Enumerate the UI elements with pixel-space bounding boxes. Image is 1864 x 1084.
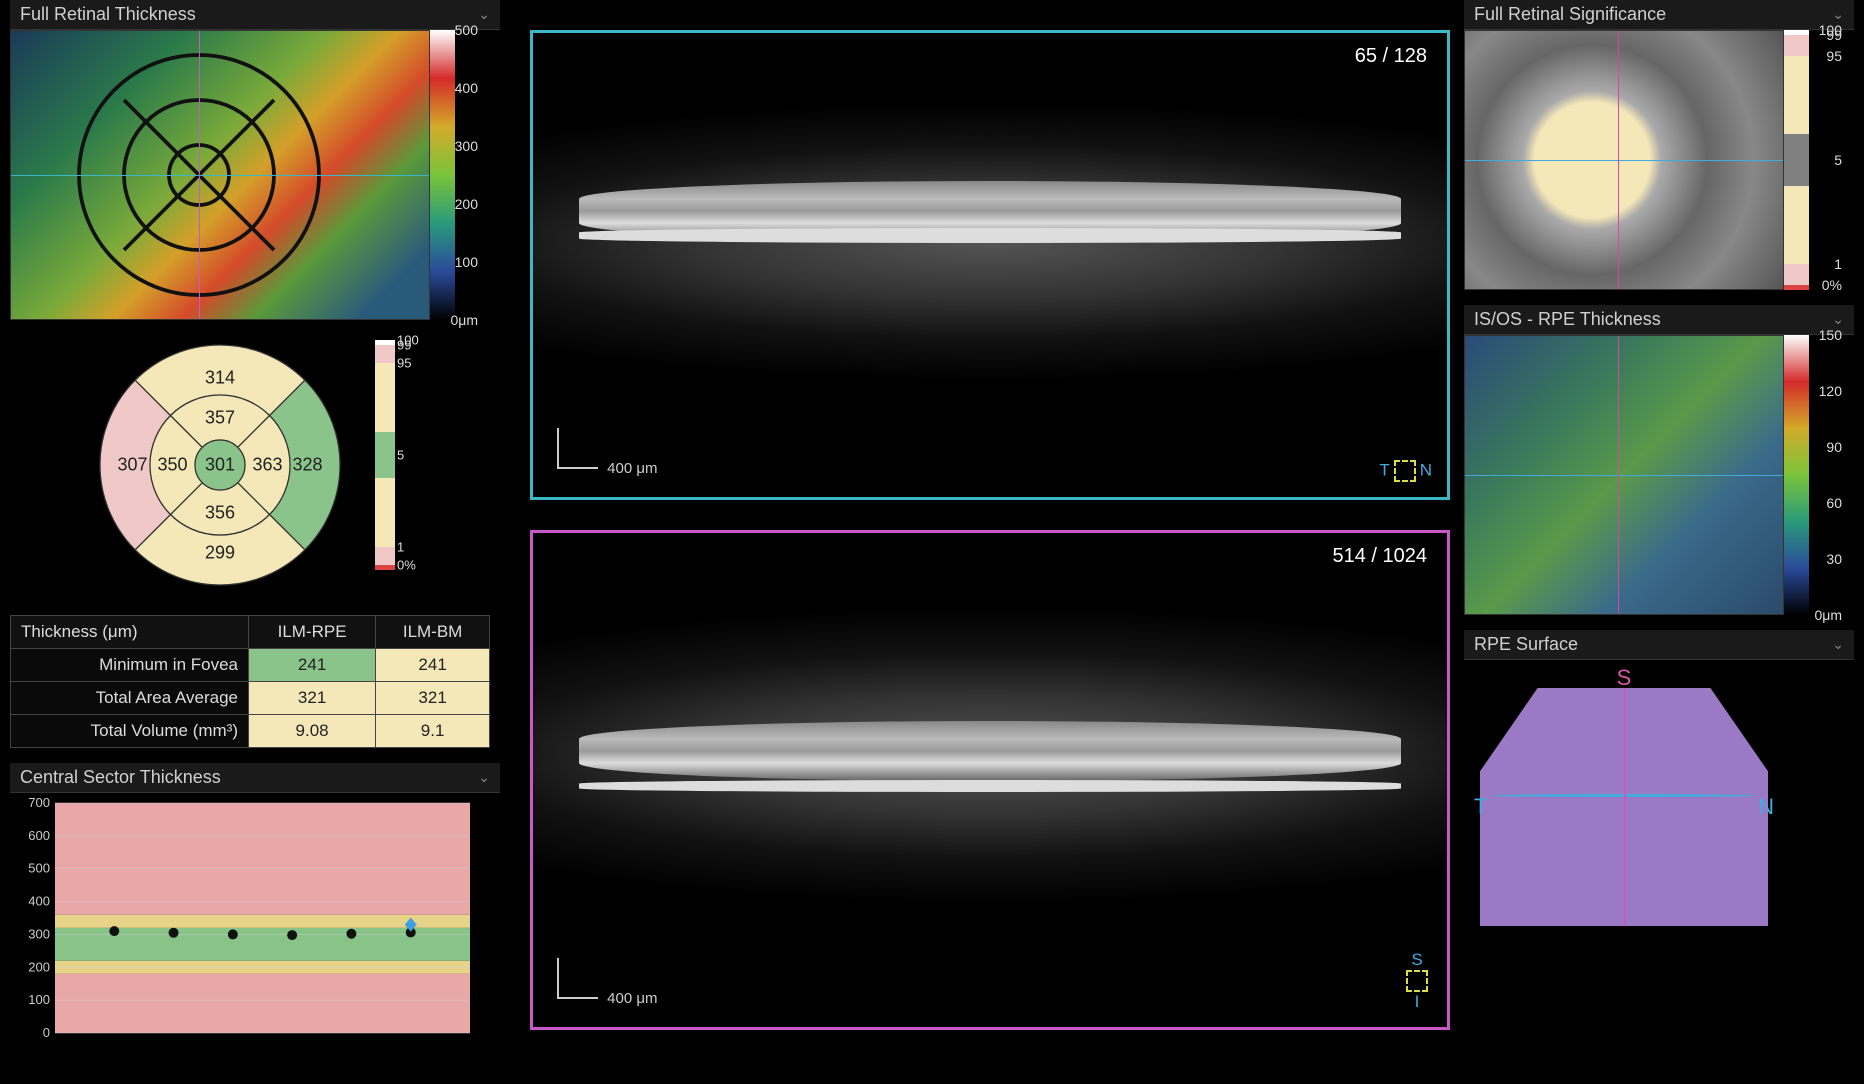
etdrs-sector-inner_temporal: 350 [157,455,187,476]
etdrs-values-panel: 314 328 299 307 357 363 356 350 301 1009995510% [10,340,500,590]
isos-thickness-map[interactable] [1464,335,1784,615]
chevron-down-icon[interactable]: ⌄ [1832,636,1844,653]
chevron-down-icon[interactable]: ⌄ [1832,311,1844,328]
etdrs-sector-inner_inferior: 356 [205,502,235,523]
central-sector-thickness-panel: Central Sector Thickness ⌄ 700 600 500 400 3… [10,763,500,1053]
row-label: Total Area Average [11,682,249,715]
panel-header[interactable]: Full Retinal Thickness ⌄ [10,0,500,30]
row-label: Total Volume (mm³) [11,715,249,748]
table-row: Total Volume (mm³)9.089.1 [11,715,490,748]
scan-orientation-indicator: TN [1379,460,1432,482]
table-cell: 321 [249,682,376,715]
chevron-down-icon[interactable]: ⌄ [1832,6,1844,23]
table-cell: 9.08 [249,715,376,748]
svg-text:500: 500 [28,861,50,876]
orientation-label-t: T [1474,794,1487,820]
rpe-surface-panel: RPE Surface ⌄ S T N [1464,630,1854,940]
panel-title: Full Retinal Significance [1474,4,1666,25]
etdrs-sector-outer_temporal: 307 [117,455,147,476]
significance-colorbar: 1009995510% [1784,30,1844,290]
svg-text:300: 300 [28,926,50,941]
thickness-table: Thickness (μm) ILM-RPE ILM-BM Minimum in… [10,615,490,748]
panel-title: IS/OS - RPE Thickness [1474,309,1661,330]
isos-colorbar: 1501209060300μm [1784,335,1844,615]
table-header-label: Thickness (μm) [11,616,249,649]
rpe-surface-3d[interactable]: S T N [1464,660,1784,940]
thickness-heatmap[interactable] [10,30,430,320]
orientation-label-n: N [1758,794,1774,820]
panel-header[interactable]: Central Sector Thickness ⌄ [10,763,500,793]
svg-text:200: 200 [28,959,50,974]
table-col-ilm-bm: ILM-BM [376,616,490,649]
table-col-ilm-rpe: ILM-RPE [249,616,376,649]
svg-text:700: 700 [28,795,50,810]
scan-scale-bar: 400 μm [553,423,658,477]
scan-frame-counter: 514 / 1024 [1332,545,1427,568]
svg-text:100: 100 [28,992,50,1007]
chevron-down-icon[interactable]: ⌄ [478,6,490,23]
table-cell: 321 [376,682,490,715]
etdrs-sector-diagram[interactable]: 314 328 299 307 357 363 356 350 301 [95,340,345,590]
svg-text:600: 600 [28,828,50,843]
panel-header[interactable]: IS/OS - RPE Thickness ⌄ [1464,305,1854,335]
isos-rpe-thickness-panel: IS/OS - RPE Thickness ⌄ 1501209060300μm [1464,305,1854,615]
panel-header[interactable]: RPE Surface ⌄ [1464,630,1854,660]
panel-title: Central Sector Thickness [20,767,221,788]
scan-orientation-indicator: SI [1402,950,1432,1012]
etdrs-sector-outer_superior: 314 [205,367,235,388]
svg-text:400: 400 [28,894,50,909]
orientation-label-s: S [1617,665,1632,691]
table-cell: 241 [376,649,490,682]
central-sector-chart[interactable]: 700 600 500 400 300 200 100 0 [10,793,480,1053]
etdrs-sector-outer_inferior: 299 [205,542,235,563]
row-label: Minimum in Fovea [11,649,249,682]
thickness-colorbar: 5004003002001000μm [430,30,480,320]
etdrs-sector-inner_superior: 357 [205,407,235,428]
full-retinal-thickness-panel: Full Retinal Thickness ⌄ 500400300200100… [10,0,500,320]
table-row: Total Area Average321321 [11,682,490,715]
panel-title: RPE Surface [1474,634,1578,655]
svg-text:0: 0 [43,1025,50,1040]
chevron-down-icon[interactable]: ⌄ [478,769,490,786]
significance-map[interactable] [1464,30,1784,290]
scan-frame-counter: 65 / 128 [1355,45,1427,68]
full-retinal-significance-panel: Full Retinal Significance ⌄ 1009995510% [1464,0,1854,290]
table-row: Minimum in Fovea241241 [11,649,490,682]
center-column: 65 / 128 400 μm TN 514 / 1024 400 μm SI [530,30,1450,1060]
left-column: Full Retinal Thickness ⌄ 500400300200100… [10,0,500,1053]
panel-header[interactable]: Full Retinal Significance ⌄ [1464,0,1854,30]
etdrs-sector-center: 301 [205,455,235,476]
etdrs-sector-inner_nasal: 363 [252,455,282,476]
panel-title: Full Retinal Thickness [20,4,196,25]
table-cell: 241 [249,649,376,682]
scan-scale-bar: 400 μm [553,953,658,1007]
table-cell: 9.1 [376,715,490,748]
bscan-horizontal[interactable]: 65 / 128 400 μm TN [530,30,1450,500]
etdrs-sector-outer_nasal: 328 [292,455,322,476]
bscan-vertical[interactable]: 514 / 1024 400 μm SI [530,530,1450,1030]
etdrs-significance-colorbar: 1009995510% [375,340,415,570]
right-column: Full Retinal Significance ⌄ 1009995510% … [1464,0,1854,955]
